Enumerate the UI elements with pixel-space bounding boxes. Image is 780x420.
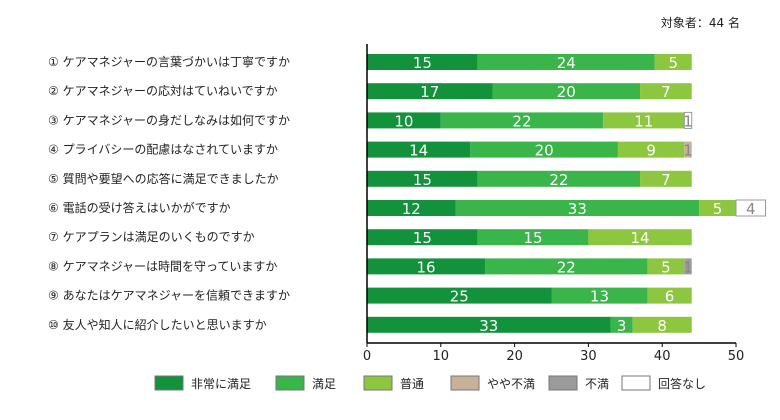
bar-value-label: 10 <box>394 112 413 130</box>
bar-value-label: 22 <box>549 171 568 189</box>
bar-value-label: 25 <box>450 288 469 306</box>
bar-segment <box>684 141 692 158</box>
bar-value-label: 6 <box>665 288 675 306</box>
x-tick-label: 40 <box>654 349 671 364</box>
bar-value-label: 14 <box>409 142 428 160</box>
bar-segment <box>477 229 589 246</box>
bar-value-label: 16 <box>416 258 435 276</box>
bar-value-label: 33 <box>479 317 498 335</box>
bar-segment <box>470 141 618 158</box>
bar-value-label: 3 <box>617 317 627 335</box>
x-tick-label: 20 <box>506 349 523 364</box>
legend-swatch <box>450 375 480 391</box>
bar-value-label: 20 <box>557 83 576 101</box>
legend-swatch <box>154 375 184 391</box>
x-tick-label: 30 <box>580 349 597 364</box>
legend-swatch <box>548 375 578 391</box>
bar-value-label: 1 <box>683 142 693 160</box>
legend-label: 不満 <box>585 377 609 391</box>
bar-value-label: 33 <box>568 200 587 218</box>
bar-segment <box>647 287 692 304</box>
legend-swatch <box>275 375 305 391</box>
bar-value-label: 1 <box>683 258 693 276</box>
bar-value-label: 22 <box>512 112 531 130</box>
x-tick-label: 10 <box>433 349 450 364</box>
bar-value-label: 15 <box>524 229 543 247</box>
bar-segment <box>367 141 471 158</box>
bar-segment <box>603 112 685 129</box>
bar-value-label: 15 <box>413 54 432 72</box>
bar-value-label: 22 <box>557 258 576 276</box>
bar-segment <box>477 54 655 70</box>
bar-value-label: 1 <box>683 112 693 130</box>
bar-segment <box>640 170 692 187</box>
legend-swatch <box>621 375 651 391</box>
bar-segment <box>617 141 685 158</box>
bar-segment <box>367 54 478 70</box>
bar-segment <box>367 229 478 246</box>
bar-value-label: 15 <box>413 171 432 189</box>
bar-segment <box>440 112 604 129</box>
bar-segment <box>588 229 692 246</box>
bar-value-label: 17 <box>420 83 439 101</box>
category-label: ⑨ あなたはケアマネジャーを信頼できますか <box>48 289 290 303</box>
bar-segment <box>735 199 767 217</box>
bar-segment <box>654 54 692 70</box>
bar-segment <box>647 258 685 275</box>
bar-segment <box>367 112 441 129</box>
bar-segment <box>485 258 648 275</box>
bar-segment <box>551 287 648 304</box>
legend-label: 満足 <box>312 377 336 391</box>
bar-value-label: 20 <box>535 142 554 160</box>
legend-label: やや不満 <box>487 377 535 391</box>
bar-value-label: 7 <box>661 171 671 189</box>
x-tick-label: 0 <box>363 349 371 364</box>
category-label: ⑤ 質問や要望への応答に満足できましたか <box>48 171 279 186</box>
bar-segment <box>683 111 693 129</box>
x-tick-label: 50 <box>728 349 745 364</box>
bar-segment <box>640 83 692 100</box>
bar-segment <box>684 258 692 275</box>
bar-value-label: 11 <box>634 112 653 130</box>
bar-segment <box>610 316 633 333</box>
bar-value-label: 14 <box>631 229 650 247</box>
bar-value-label: 13 <box>590 288 609 306</box>
bar-segment <box>699 200 736 216</box>
category-label: ⑩ 友人や知人に紹介したいと思いますか <box>48 318 267 332</box>
legend-label: 回答なし <box>658 376 706 391</box>
legend-label: 普通 <box>400 377 424 391</box>
category-label: ⑦ ケアプランは満足のいくものですか <box>48 230 255 244</box>
bar-segment <box>367 83 493 100</box>
category-label: ③ ケアマネジャーの身だしなみは如何ですか <box>48 112 290 127</box>
category-label: ② ケアマネジャーの応対はていねいですか <box>48 84 278 98</box>
bar-segment <box>367 287 552 304</box>
bar-value-label: 24 <box>557 54 576 72</box>
category-label: ⑧ ケアマネジャーは時間を守っていますか <box>48 259 277 273</box>
bar-segment <box>367 200 456 216</box>
bar-segment <box>367 316 611 333</box>
bar-value-label: 8 <box>657 317 667 335</box>
category-label: ① ケアマネジャーの言葉づかいは丁寧ですか <box>48 54 290 69</box>
bar-value-label: 5 <box>668 54 678 72</box>
bar-segment <box>632 316 692 333</box>
legend-swatch <box>363 375 393 391</box>
category-label: ⑥ 電話の受け答えはいかがですか <box>48 200 231 215</box>
bar-value-label: 9 <box>646 142 656 160</box>
bar-value-label: 4 <box>746 200 756 218</box>
bar-segment <box>367 170 478 187</box>
subject-count-label: 対象者：44 名 <box>660 16 740 30</box>
bar-value-label: 12 <box>402 200 421 218</box>
bar-value-label: 5 <box>661 258 671 276</box>
bar-value-label: 5 <box>713 200 723 218</box>
bar-segment <box>477 170 641 187</box>
bar-value-label: 7 <box>661 83 671 101</box>
legend-label: 非常に満足 <box>191 377 251 391</box>
bar-value-label: 15 <box>413 229 432 247</box>
category-label: ④ プライバシーの配慮はなされていますか <box>48 143 278 157</box>
bar-segment <box>455 200 700 216</box>
bar-segment <box>367 258 486 275</box>
bar-segment <box>492 83 641 100</box>
